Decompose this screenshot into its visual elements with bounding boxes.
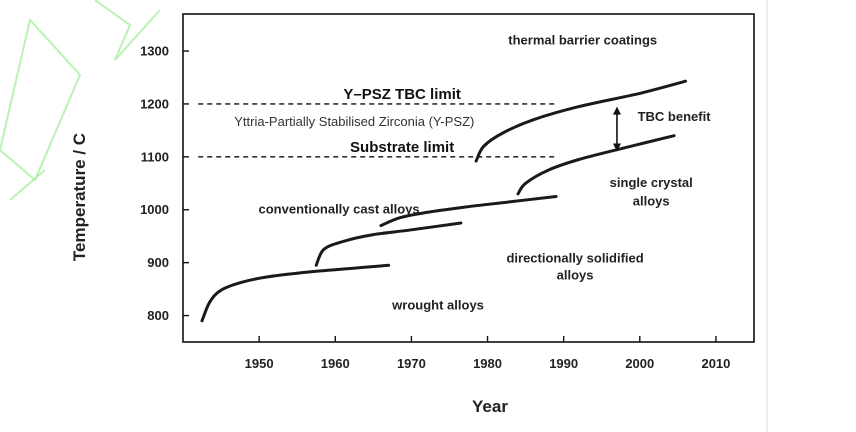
y-tick-label: 900 (147, 255, 169, 270)
annotation-wrought-alloys: wrought alloys (391, 298, 484, 313)
series (200, 79, 687, 323)
limit-label-y-psz-tbc-limit: Y–PSZ TBC limit (343, 86, 461, 103)
x-tick-label: 1950 (245, 356, 274, 371)
arrow-head-up (612, 106, 621, 115)
x-tick-label: 1980 (473, 356, 502, 371)
reference-lines: Y–PSZ TBC limit Substrate limit (198, 86, 557, 158)
series-line-thermal-barrier-coatings (474, 79, 687, 163)
arrow-head-down (612, 143, 621, 152)
watermark (0, 0, 161, 201)
annotation-single-crystal: single crystal (610, 175, 693, 190)
x-axis-title: Year (472, 397, 508, 416)
x-tick-label: 1960 (321, 356, 350, 371)
annotation-yttria-partially-stabilised-zirconia-y-psz: Yttria-Partially Stabilised Zirconia (Y-… (234, 114, 474, 129)
tbc-benefit-arrow (612, 106, 621, 152)
x-axis: 1950 1960 1970 1980 1990 2000 2010 (245, 336, 730, 371)
y-tick-label: 1000 (140, 202, 169, 217)
limit-label-substrate-limit: Substrate limit (350, 139, 454, 156)
annotation-tbc-benefit: TBC benefit (638, 109, 712, 124)
y-tick-label: 1100 (141, 149, 169, 164)
x-tick-label: 2000 (625, 356, 654, 371)
plot-frame (182, 13, 755, 343)
y-tick-label: 1200 (140, 96, 169, 111)
y-tick-label: 800 (147, 308, 169, 323)
annotations: thermal barrier coatings Yttria-Partially… (234, 33, 711, 313)
x-tick-label: 1990 (549, 356, 578, 371)
series-line-wrought-alloys (200, 263, 391, 323)
annotation-alloys: alloys (557, 268, 594, 283)
x-tick-label: 1970 (397, 356, 426, 371)
series-line-single-crystal-alloys (516, 134, 676, 196)
y-axis: 800 900 1000 1100 1200 1300 (140, 44, 189, 323)
annotation-alloys: alloys (633, 194, 670, 209)
series-line-directionally-solidified-alloys (379, 195, 558, 228)
y-axis-title: Temperature / C (70, 133, 89, 261)
annotation-conventionally-cast-alloys: conventionally cast alloys (259, 201, 420, 216)
y-tick-label: 1300 (140, 44, 169, 59)
annotation-directionally-solidified: directionally solidified (506, 251, 643, 266)
series-line-conventionally-cast-alloys (314, 221, 463, 267)
x-tick-label: 2010 (701, 356, 730, 371)
annotation-thermal-barrier-coatings: thermal barrier coatings (508, 33, 657, 48)
